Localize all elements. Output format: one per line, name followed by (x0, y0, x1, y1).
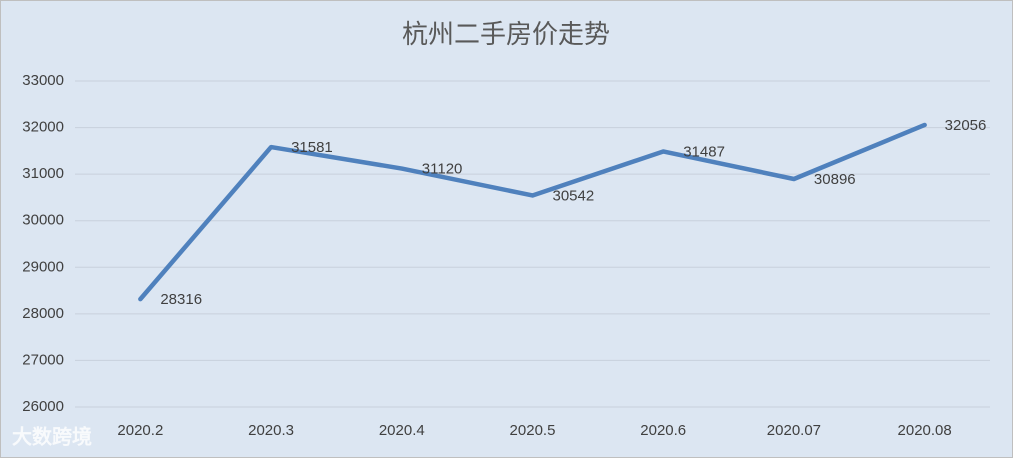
data-label: 30542 (553, 187, 595, 204)
x-tick-label: 2020.3 (248, 422, 294, 439)
chart-title: 杭州二手房价走势 (402, 20, 610, 50)
watermark: 大数跨境 (12, 424, 92, 448)
y-tick-label: 26000 (22, 398, 64, 415)
x-tick-label: 2020.5 (510, 422, 556, 439)
data-label: 31120 (422, 161, 463, 178)
y-tick-label: 29000 (22, 258, 64, 275)
y-tick-label: 27000 (22, 351, 64, 368)
y-tick-label: 28000 (22, 305, 64, 322)
y-tick-label: 33000 (22, 72, 64, 89)
data-label: 28316 (160, 291, 202, 308)
x-tick-label: 2020.2 (117, 422, 163, 439)
y-tick-label: 30000 (22, 212, 64, 229)
x-tick-label: 2020.08 (898, 422, 952, 439)
x-tick-label: 2020.4 (379, 422, 425, 439)
y-tick-label: 32000 (22, 119, 64, 136)
data-label: 31581 (291, 139, 333, 156)
data-label: 30896 (814, 171, 856, 188)
data-label: 32056 (945, 117, 987, 134)
y-tick-label: 31000 (22, 165, 64, 182)
data-label: 31487 (683, 143, 725, 160)
x-tick-label: 2020.07 (767, 422, 821, 439)
line-series (138, 122, 927, 302)
x-tick-label: 2020.6 (640, 422, 686, 439)
